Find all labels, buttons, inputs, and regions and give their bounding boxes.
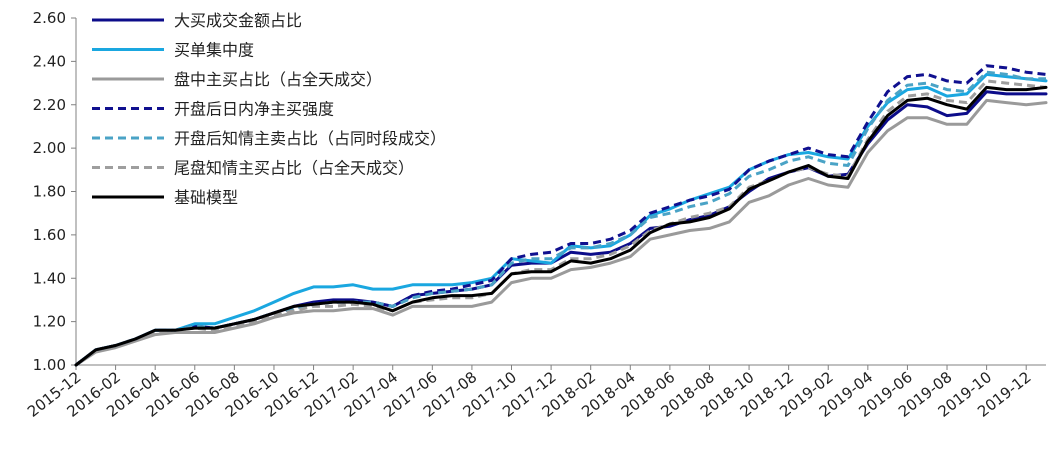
y-tick-label: 1.40 [33,269,66,287]
series-line-6 [74,85,1048,367]
legend-label-1: 买单集中度 [174,41,254,60]
y-tick-label: 2.60 [33,9,66,27]
legend-label-3: 开盘后日内净主买强度 [174,100,334,119]
x-axis: 2015-122016-022016-042016-062016-082016-… [24,364,1046,421]
series-layer [74,64,1048,367]
series-line-5 [75,79,1047,367]
series-line-2 [74,98,1048,367]
y-tick-label: 2.00 [33,139,66,157]
y-axis: 1.00 1.20 1.40 1.60 1.80 2.00 2.20 2.40 2.60 [33,9,77,374]
legend-label-2: 盘中主买占比（占全天成交） [174,70,382,89]
legend-label-0: 大买成交金额占比 [174,11,302,30]
y-tick-label: 2.40 [33,52,66,70]
y-tick-label: 1.20 [33,313,66,331]
y-tick-label: 1.00 [33,356,66,374]
y-tick-label: 1.80 [33,183,66,201]
y-tick-label: 2.20 [33,96,66,114]
legend-label-6: 基础模型 [174,188,238,207]
y-tick-label: 1.60 [33,226,66,244]
legend-label-4: 开盘后知情主卖占比（占同时段成交） [174,129,446,148]
legend-label-5: 尾盘知情主买占比（占全天成交） [174,159,414,178]
